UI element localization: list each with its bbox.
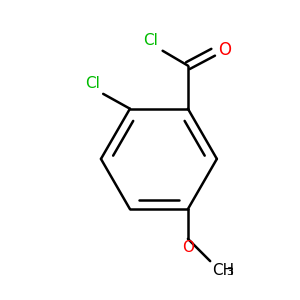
Text: Cl: Cl xyxy=(85,76,100,92)
Text: O: O xyxy=(218,41,232,59)
Text: CH: CH xyxy=(212,262,234,278)
Text: O: O xyxy=(182,240,194,255)
Text: Cl: Cl xyxy=(143,33,158,48)
Text: 3: 3 xyxy=(226,267,233,277)
